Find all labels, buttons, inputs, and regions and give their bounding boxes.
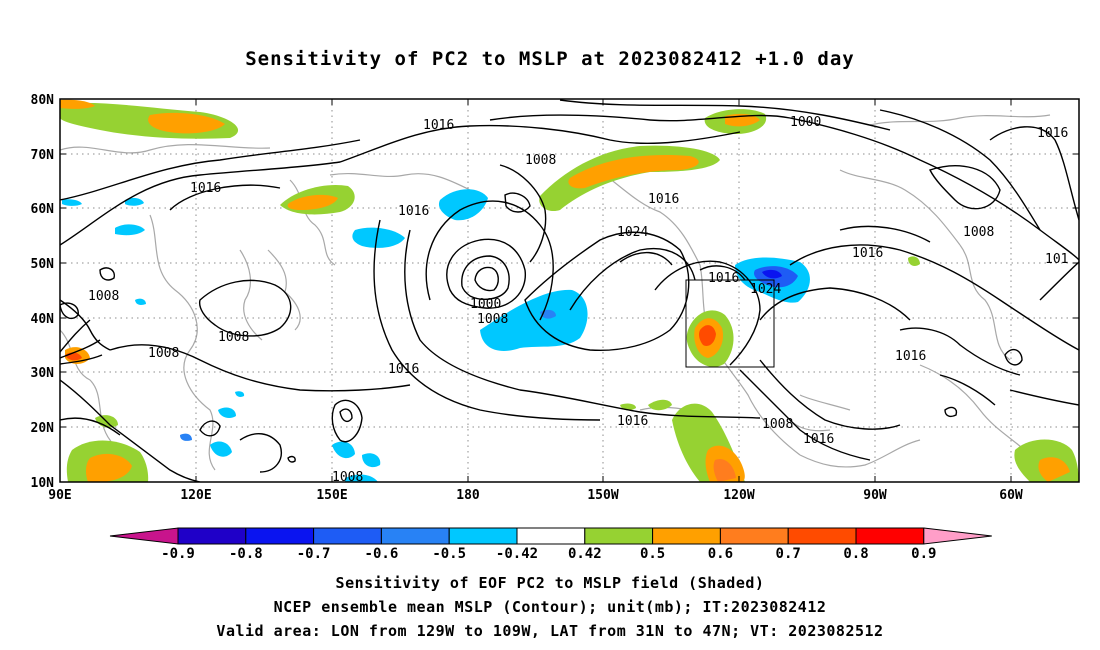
colorbar-label: 0.6 bbox=[708, 546, 733, 562]
lat-label: 50N bbox=[31, 257, 55, 272]
contour-label: 1008 bbox=[477, 312, 508, 327]
colorbar-swatch bbox=[245, 527, 315, 545]
mslp-contours bbox=[60, 99, 1079, 482]
colorbar-swatch bbox=[380, 527, 450, 545]
colorbar-label: -0.42 bbox=[496, 546, 538, 562]
lon-labels: 90E 120E 150E 180 150W 120W 90W 60W bbox=[48, 488, 1023, 503]
contour-label: 1016 bbox=[617, 414, 648, 429]
colorbar-swatch bbox=[787, 527, 857, 545]
lon-label: 90E bbox=[48, 488, 71, 503]
contour-label: 1016 bbox=[388, 362, 419, 377]
colorbar-swatch bbox=[313, 527, 382, 545]
contour-label: 1008 bbox=[762, 417, 793, 432]
contour-labels: 1016 1000 1016 1008 1016 1016 1016 1024 … bbox=[88, 115, 1068, 485]
lat-label: 60N bbox=[31, 202, 55, 217]
lon-label: 120W bbox=[723, 488, 754, 503]
contour-label: 1016 bbox=[190, 181, 221, 196]
contour-label: 1024 bbox=[750, 282, 781, 297]
contour-label-extra: 1016 bbox=[895, 349, 926, 364]
colorbar-label: -0.6 bbox=[365, 546, 399, 562]
valid-area-box bbox=[685, 279, 775, 368]
contour-label: 1016 bbox=[1037, 126, 1068, 141]
colorbar-swatch bbox=[516, 527, 586, 545]
colorbar-label: 0.42 bbox=[568, 546, 602, 562]
contour-label: 1000 bbox=[470, 297, 501, 312]
contour-label: 1024 bbox=[617, 225, 648, 240]
lat-label: 10N bbox=[31, 476, 55, 491]
contour-label: 1008 bbox=[218, 330, 249, 345]
colorbar-swatch bbox=[177, 527, 247, 545]
colorbar-label: 0.5 bbox=[640, 546, 665, 562]
colorbar-label: 0.7 bbox=[776, 546, 801, 562]
colorbar-high-triangle bbox=[923, 527, 992, 545]
colorbar-label: -0.5 bbox=[432, 546, 466, 562]
contour-label: 1016 bbox=[852, 246, 883, 261]
chart-title: Sensitivity of PC2 to MSLP at 2023082412… bbox=[245, 48, 855, 70]
lon-label: 150W bbox=[587, 488, 618, 503]
map-plot-area bbox=[60, 99, 1079, 482]
lat-label: 70N bbox=[31, 148, 55, 163]
lon-label: 60W bbox=[999, 488, 1023, 503]
colorbar-label: 0.8 bbox=[843, 546, 868, 562]
caption-line-1: Sensitivity of EOF PC2 to MSLP field (Sh… bbox=[335, 574, 765, 592]
colorbar-swatch bbox=[448, 527, 518, 545]
lat-label: 40N bbox=[31, 312, 55, 327]
contour-label: 1016 bbox=[708, 271, 739, 286]
colorbar-label: -0.8 bbox=[229, 546, 263, 562]
contour-label: 1016 bbox=[423, 118, 454, 133]
contour-label: 1016 bbox=[398, 204, 429, 219]
lat-label: 30N bbox=[31, 366, 55, 381]
contour-label: 101 bbox=[1045, 252, 1068, 267]
colorbar: -0.9 -0.8 -0.7 -0.6 -0.5 -0.42 0.42 0.5 0.6 0.7 0.… bbox=[109, 527, 992, 562]
lon-label: 120E bbox=[180, 488, 211, 503]
colorbar-swatch bbox=[719, 527, 789, 545]
colorbar-low-triangle bbox=[109, 527, 179, 545]
colorbar-label: -0.9 bbox=[161, 546, 195, 562]
sensitivity-shading bbox=[60, 99, 1079, 482]
contour-label: 1000 bbox=[790, 115, 821, 130]
contour-label: 1016 bbox=[648, 192, 679, 207]
axis-ticks bbox=[60, 98, 1079, 482]
contour-label: 1008 bbox=[88, 289, 119, 304]
colorbar-swatch bbox=[584, 527, 654, 545]
colorbar-swatch bbox=[855, 527, 925, 545]
colorbar-label: -0.7 bbox=[297, 546, 331, 562]
contour-label: 1016 bbox=[803, 432, 834, 447]
contour-label: 1008 bbox=[963, 225, 994, 240]
caption-line-2: NCEP ensemble mean MSLP (Contour); unit(… bbox=[273, 598, 827, 616]
coastlines bbox=[60, 114, 1051, 482]
lat-labels: 80N 70N 60N 50N 40N 30N 20N 10N bbox=[31, 93, 55, 491]
colorbar-swatch bbox=[652, 527, 721, 545]
lon-label: 180 bbox=[456, 488, 480, 503]
contour-label: 1008 bbox=[148, 346, 179, 361]
lon-label: 90W bbox=[863, 488, 887, 503]
caption-line-3: Valid area: LON from 129W to 109W, LAT f… bbox=[216, 622, 884, 640]
contour-label-1016-east: 1016 bbox=[895, 349, 926, 364]
lon-label: 150E bbox=[316, 488, 347, 503]
contour-label: 1008 bbox=[525, 153, 556, 168]
colorbar-label: 0.9 bbox=[911, 546, 936, 562]
map-frame bbox=[59, 98, 1080, 483]
lat-label: 80N bbox=[31, 93, 55, 108]
lat-label: 20N bbox=[31, 421, 55, 436]
